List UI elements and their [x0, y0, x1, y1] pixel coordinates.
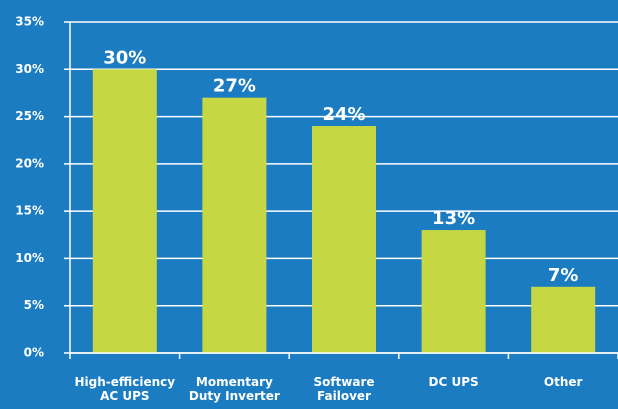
- data-label: 27%: [213, 76, 256, 97]
- data-label: 13%: [432, 208, 475, 229]
- bar: [531, 286, 596, 353]
- y-tick-label: 35%: [15, 15, 44, 29]
- x-tick-label: DC UPS: [428, 375, 479, 389]
- x-tick-label: Other: [543, 375, 583, 389]
- data-label: 30%: [103, 47, 146, 68]
- x-tick-label: Momentary Duty Inverter: [188, 375, 280, 403]
- y-tick-label: 30%: [15, 62, 44, 76]
- data-label: 7%: [548, 265, 579, 286]
- bar: [421, 230, 486, 353]
- bar: [312, 126, 376, 354]
- y-tick-label: 20%: [15, 156, 44, 170]
- bar: [92, 69, 157, 354]
- x-tick-label: High-efficiency AC UPS: [74, 375, 176, 403]
- y-tick-label: 0%: [24, 346, 44, 360]
- y-tick-label: 25%: [15, 109, 44, 123]
- y-tick-label: 15%: [15, 204, 44, 218]
- x-tick-label: Software Failover: [313, 375, 375, 403]
- y-tick-label: 10%: [15, 251, 44, 265]
- y-tick-label: 5%: [24, 298, 44, 312]
- data-label: 24%: [322, 104, 365, 125]
- bar: [202, 97, 267, 354]
